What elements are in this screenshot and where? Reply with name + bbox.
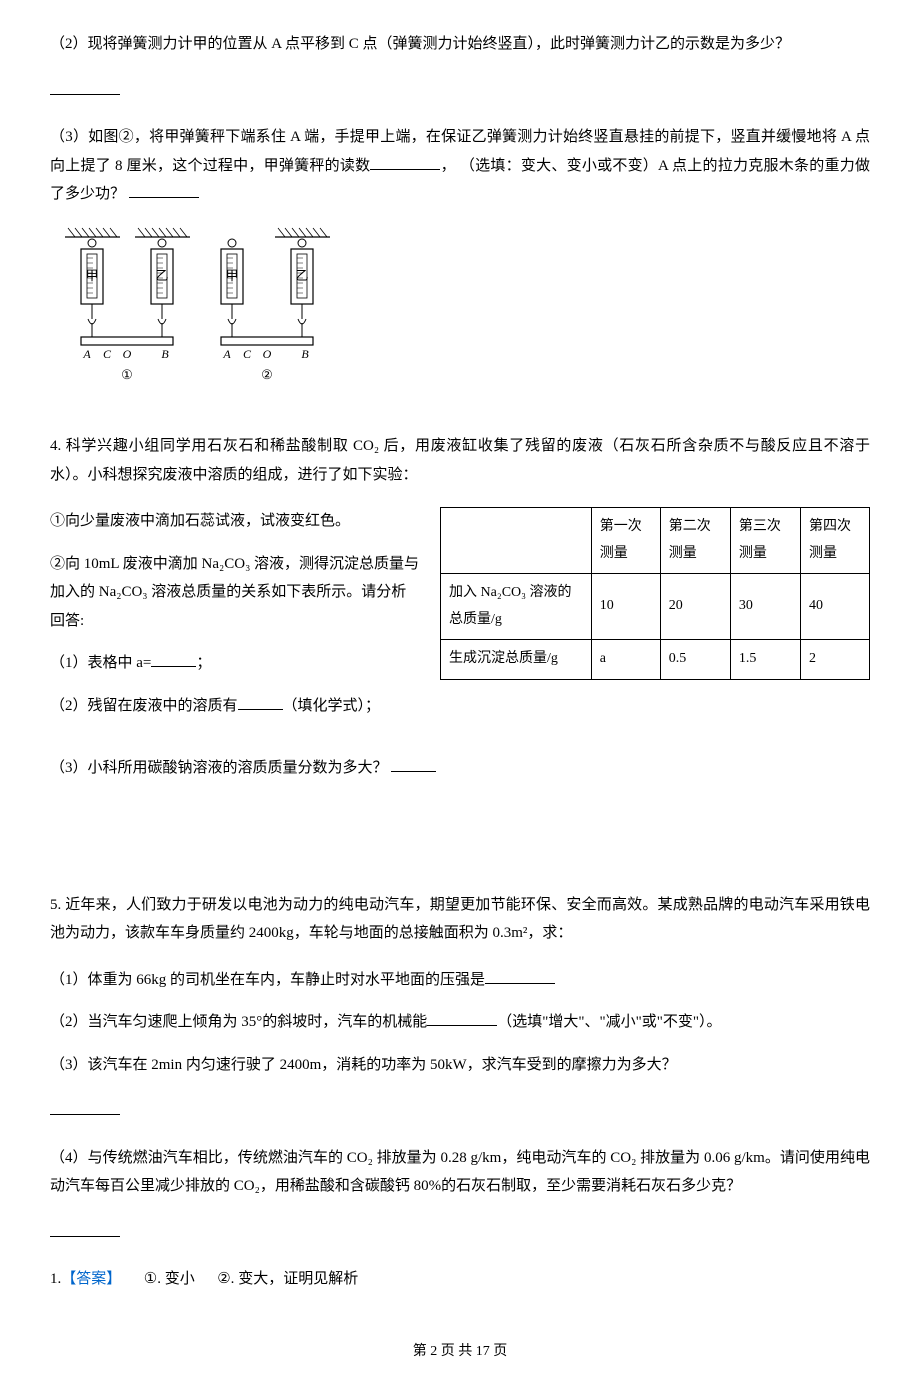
table-cell (441, 508, 592, 574)
table-cell: 40 (800, 574, 869, 640)
answer-2: 变大，证明见解析 (238, 1271, 358, 1287)
table-cell: 第二次测量 (660, 508, 730, 574)
answer-blank (50, 1222, 120, 1237)
answer-2-num: ②. (217, 1265, 234, 1294)
table-cell: a (591, 640, 660, 680)
q4-right: 第一次测量 第二次测量 第三次测量 第四次测量 加入 Na₂CO₃ 溶液的总质量… (440, 507, 870, 680)
answer-1: 变小 (165, 1271, 195, 1287)
answer-1-num: ①. (144, 1265, 161, 1294)
table-row: 生成沉淀总质量/g a 0.5 1.5 2 (441, 640, 870, 680)
table-cell: 第一次测量 (591, 508, 660, 574)
table-cell: 30 (730, 574, 800, 640)
svg-text:A: A (222, 347, 231, 361)
q4-step1: ①向少量废液中滴加石蕊试液，试液变红色。 (50, 507, 420, 536)
table-cell: 第四次测量 (800, 508, 869, 574)
q4-p3: （3）小科所用碳酸钠溶液的溶质质量分数为多大？ (50, 754, 870, 783)
q5-p4-blank (50, 1219, 870, 1248)
q4-intro: 4. 科学兴趣小组同学用石灰石和稀盐酸制取 CO₂ 后，用废液缸收集了残留的废液… (50, 432, 870, 489)
page-footer: 第 2 页 共 17 页 (50, 1339, 870, 1366)
label-yi: 乙 (155, 268, 168, 283)
q4-p1: （1）表格中 a=； (50, 649, 420, 678)
q5-intro: 5. 近年来，人们致力于研发以电池为动力的纯电动汽车，期望更加节能环保、安全而高… (50, 891, 870, 948)
answer-blank (238, 695, 283, 710)
svg-text:O: O (263, 347, 272, 361)
table-row: 第一次测量 第二次测量 第三次测量 第四次测量 (441, 508, 870, 574)
table-cell: 10 (591, 574, 660, 640)
svg-text:O: O (123, 347, 132, 361)
q5-p4: （4）与传统燃油汽车相比，传统燃油汽车的 CO₂ 排放量为 0.28 g/km，… (50, 1144, 870, 1201)
answer-num: 1. (50, 1271, 61, 1287)
q4-step2: ②向 10mL 废液中滴加 Na₂CO₃ 溶液，测得沉淀总质量与加入的 Na₂C… (50, 550, 420, 636)
svg-text:甲: 甲 (225, 268, 238, 283)
svg-text:B: B (161, 347, 169, 361)
table-cell: 2 (800, 640, 869, 680)
table-cell: 20 (660, 574, 730, 640)
answer-blank (427, 1011, 497, 1026)
answer-blank (50, 1100, 120, 1115)
answer-label: 【答案】 (61, 1271, 121, 1287)
svg-text:C: C (103, 347, 112, 361)
label-jia: 甲 (85, 268, 98, 283)
spacer (50, 801, 870, 891)
table-cell: 第三次测量 (730, 508, 800, 574)
q3-diagram: 甲 乙 A C O B ① (65, 227, 870, 403)
q4-data-table: 第一次测量 第二次测量 第三次测量 第四次测量 加入 Na₂CO₃ 溶液的总质量… (440, 507, 870, 680)
svg-text:①: ① (121, 367, 133, 382)
q3-part2: （2）现将弹簧测力计甲的位置从 A 点平移到 C 点（弹簧测力计始终竖直），此时… (50, 30, 870, 59)
svg-text:②: ② (261, 367, 273, 382)
q5-p2: （2）当汽车匀速爬上倾角为 35°的斜坡时，汽车的机械能（选填"增大"、"减小"… (50, 1008, 870, 1037)
svg-text:乙: 乙 (295, 268, 308, 283)
answer-blank (50, 80, 120, 95)
answer-blank (370, 155, 440, 170)
svg-text:C: C (243, 347, 252, 361)
q4-p2: （2）残留在废液中的溶质有（填化学式）； (50, 692, 420, 721)
q4-two-column: ①向少量废液中滴加石蕊试液，试液变红色。 ②向 10mL 废液中滴加 Na₂CO… (50, 507, 870, 734)
q4-left: ①向少量废液中滴加石蕊试液，试液变红色。 ②向 10mL 废液中滴加 Na₂CO… (50, 507, 420, 734)
answer-blank (485, 969, 555, 984)
spring-scale-diagram: 甲 乙 A C O B ① (65, 227, 335, 392)
diagram-1: 甲 乙 A C O B ① (65, 228, 190, 382)
table-cell: 0.5 (660, 640, 730, 680)
answer-blank (151, 652, 196, 667)
q3-part3: （3）如图②，将甲弹簧秤下端系住 A 端，手提甲上端，在保证乙弹簧测力计始终竖直… (50, 123, 870, 209)
q3-part2-blank (50, 77, 870, 106)
answer-line: 1.【答案】 ①. 变小 ②. 变大，证明见解析 (50, 1265, 870, 1294)
table-cell: 加入 Na₂CO₃ 溶液的总质量/g (441, 574, 592, 640)
table-row: 加入 Na₂CO₃ 溶液的总质量/g 10 20 30 40 (441, 574, 870, 640)
answer-blank (129, 183, 199, 198)
svg-text:A: A (82, 347, 91, 361)
answer-blank (391, 757, 436, 772)
q5-p1: （1）体重为 66kg 的司机坐在车内，车静止时对水平地面的压强是 (50, 966, 870, 995)
table-cell: 1.5 (730, 640, 800, 680)
q5-p3-blank (50, 1097, 870, 1126)
table-cell: 生成沉淀总质量/g (441, 640, 592, 680)
diagram-2: 甲 乙 A C O B ② (221, 228, 330, 382)
q5-p3: （3）该汽车在 2min 内匀速行驶了 2400m，消耗的功率为 50kW，求汽… (50, 1051, 870, 1080)
q3-part2-text: （2）现将弹簧测力计甲的位置从 A 点平移到 C 点（弹簧测力计始终竖直），此时… (50, 36, 790, 52)
svg-text:B: B (301, 347, 309, 361)
